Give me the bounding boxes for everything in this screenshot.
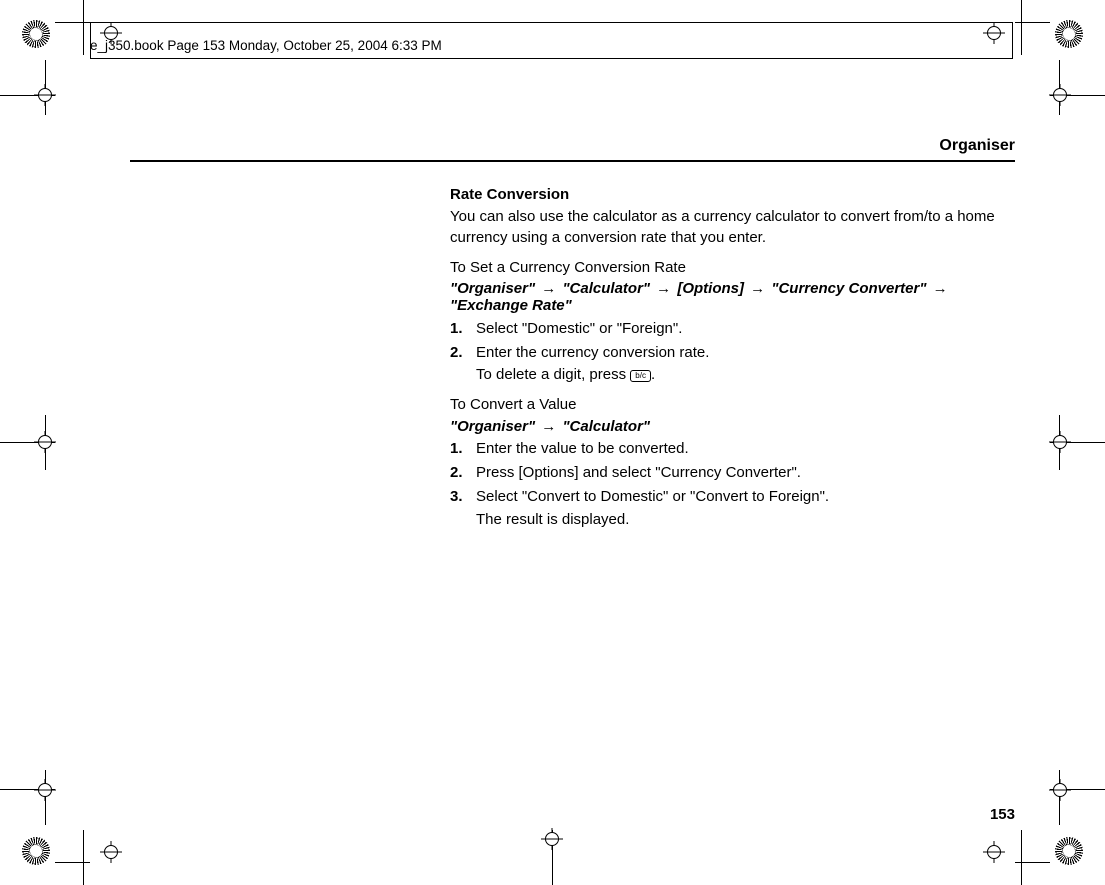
crop-crosshair [1049, 779, 1071, 801]
crop-crosshair [100, 841, 122, 863]
nav-path-convert-value: "Organiser" → "Calculator" [450, 418, 1015, 435]
result-text: The result is displayed. [450, 510, 1015, 530]
crop-crosshair [34, 431, 56, 453]
steps-set-rate: Select "Domestic" or "Foreign". Enter th… [450, 319, 1015, 364]
header-rule [90, 22, 1013, 23]
intro-text: You can also use the calculator as a cur… [450, 207, 1015, 248]
crop-mark-radial-tr [1055, 20, 1083, 48]
keycap-icon: b/c [630, 370, 651, 382]
crop-crosshair [983, 22, 1005, 44]
crop-crosshair [1049, 84, 1071, 106]
crop-crosshair [34, 84, 56, 106]
section-rule [130, 160, 1015, 162]
crop-hairline [1015, 862, 1050, 863]
crop-crosshair [1049, 431, 1071, 453]
page-number: 153 [990, 806, 1015, 823]
subtitle-convert-value: To Convert a Value [450, 395, 1015, 415]
step: Enter the value to be converted. [450, 439, 1015, 459]
nav-path-set-rate: "Organiser" → "Calculator" → [Options] →… [450, 280, 1015, 315]
steps-convert-value: Enter the value to be converted. Press [… [450, 439, 1015, 508]
step: Enter the currency conversion rate. [450, 343, 1015, 363]
note-delete-digit: To delete a digit, press b/c. [450, 365, 1015, 385]
step: Select "Convert to Domestic" or "Convert… [450, 487, 1015, 507]
crop-crosshair [983, 841, 1005, 863]
section-title: Organiser [939, 137, 1015, 155]
crop-hairline [83, 830, 84, 885]
crop-mark-radial-bl [22, 837, 50, 865]
crop-hairline [1015, 22, 1050, 23]
step: Select "Domestic" or "Foreign". [450, 319, 1015, 339]
crop-hairline [55, 22, 90, 23]
crop-hairline [55, 862, 90, 863]
crop-mark-radial-br [1055, 837, 1083, 865]
content-area: Rate Conversion You can also use the cal… [450, 185, 1015, 538]
doc-header-stamp: e_j350.book Page 153 Monday, October 25,… [90, 38, 442, 53]
note-prefix: To delete a digit, press [476, 366, 630, 383]
crop-mark-radial-tl [22, 20, 50, 48]
heading-rate-conversion: Rate Conversion [450, 185, 1015, 205]
subtitle-set-rate: To Set a Currency Conversion Rate [450, 258, 1015, 278]
step: Press [Options] and select "Currency Con… [450, 463, 1015, 483]
crop-crosshair [34, 779, 56, 801]
header-rule-bottom [90, 58, 1013, 59]
crop-hairline [83, 0, 84, 55]
header-rule-right [1012, 22, 1013, 58]
note-suffix: . [651, 366, 655, 383]
crop-hairline [1021, 0, 1022, 55]
crop-crosshair [541, 828, 563, 850]
crop-hairline [1021, 830, 1022, 885]
